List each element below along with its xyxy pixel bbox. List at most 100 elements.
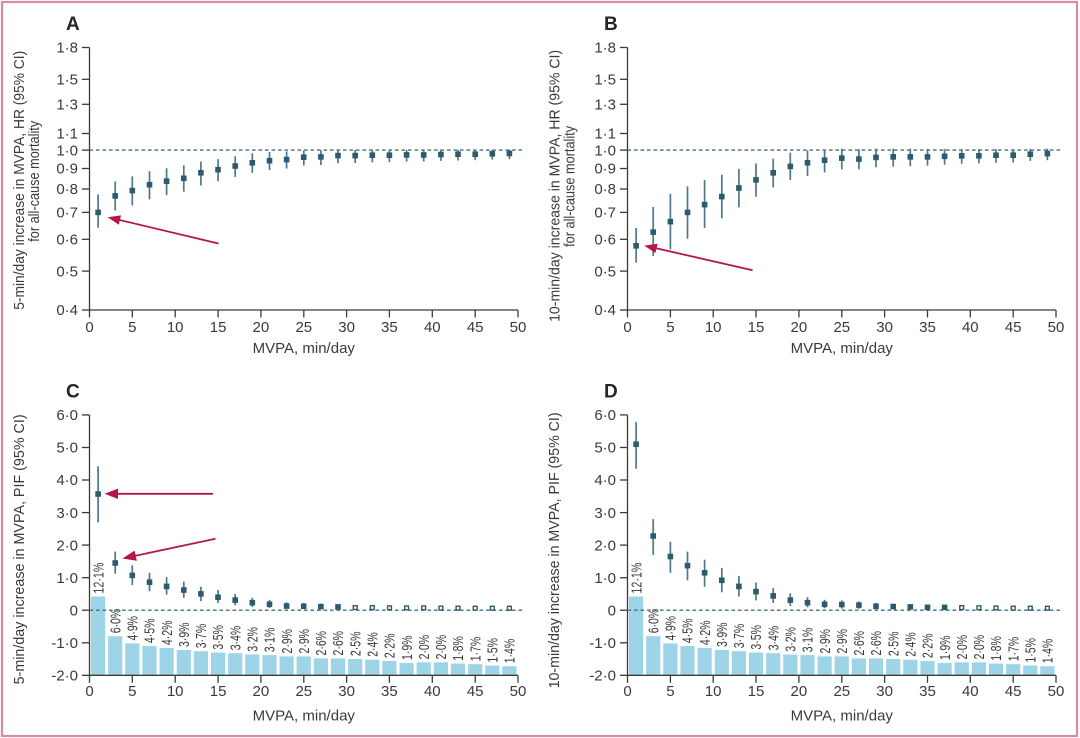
svg-text:0: 0 <box>85 683 93 700</box>
svg-text:25: 25 <box>833 319 850 336</box>
svg-text:1·7%: 1·7% <box>468 637 484 662</box>
svg-text:40: 40 <box>424 319 441 336</box>
svg-text:0·8: 0·8 <box>56 181 78 198</box>
svg-text:for all-cause mortality: for all-cause mortality <box>562 125 578 247</box>
svg-text:MVPA, min/day: MVPA, min/day <box>253 340 356 357</box>
svg-text:2·6%: 2·6% <box>869 631 885 656</box>
svg-text:3·1%: 3·1% <box>801 628 817 653</box>
svg-text:1·4%: 1·4% <box>503 639 519 664</box>
svg-text:20: 20 <box>791 683 808 700</box>
svg-text:0·8: 0·8 <box>594 181 616 198</box>
svg-text:1·8: 1·8 <box>594 40 616 57</box>
svg-text:1·9%: 1·9% <box>400 635 416 660</box>
svg-text:0: 0 <box>85 319 93 336</box>
svg-text:0·5: 0·5 <box>56 263 78 280</box>
svg-text:1·3: 1·3 <box>594 97 616 114</box>
svg-text:1·0: 1·0 <box>594 142 616 159</box>
svg-text:20: 20 <box>253 683 270 700</box>
svg-text:10: 10 <box>167 683 184 700</box>
svg-text:1·9%: 1·9% <box>938 635 954 660</box>
svg-text:0: 0 <box>70 602 78 619</box>
svg-text:1·5: 1·5 <box>594 72 616 89</box>
svg-text:1·0: 1·0 <box>56 142 78 159</box>
svg-text:15: 15 <box>748 319 765 336</box>
svg-text:3·9%: 3·9% <box>177 622 193 647</box>
svg-text:45: 45 <box>467 683 484 700</box>
svg-text:1·5%: 1·5% <box>486 638 502 663</box>
svg-text:0·5: 0·5 <box>594 263 616 280</box>
svg-text:5-min/day increase in MVPA, HR: 5-min/day increase in MVPA, HR (95% CI) <box>12 51 28 310</box>
svg-text:12·1%: 12·1% <box>91 563 107 594</box>
svg-text:4·2%: 4·2% <box>160 621 176 646</box>
svg-text:0·6: 0·6 <box>594 232 616 249</box>
svg-text:0·7: 0·7 <box>56 205 78 222</box>
svg-text:4·0: 4·0 <box>56 472 78 489</box>
svg-text:45: 45 <box>1005 683 1022 700</box>
svg-text:C: C <box>66 381 80 402</box>
svg-text:1·0: 1·0 <box>56 570 78 587</box>
svg-text:35: 35 <box>919 319 936 336</box>
svg-text:4·9%: 4·9% <box>126 616 142 641</box>
svg-text:25: 25 <box>295 319 312 336</box>
svg-text:35: 35 <box>381 683 398 700</box>
svg-text:30: 30 <box>876 319 893 336</box>
svg-text:5: 5 <box>666 319 674 336</box>
svg-text:2·0%: 2·0% <box>434 635 450 660</box>
svg-text:MVPA, min/day: MVPA, min/day <box>791 340 894 357</box>
svg-text:25: 25 <box>295 683 312 700</box>
svg-text:1·5%: 1·5% <box>1024 638 1040 663</box>
svg-text:3·7%: 3·7% <box>194 624 210 649</box>
svg-text:3·0: 3·0 <box>594 505 616 522</box>
svg-text:3·7%: 3·7% <box>732 624 748 649</box>
svg-text:0·9: 0·9 <box>56 161 78 178</box>
svg-text:1·4%: 1·4% <box>1041 639 1057 664</box>
svg-text:4·5%: 4·5% <box>681 619 697 644</box>
svg-text:2·9%: 2·9% <box>835 629 851 654</box>
svg-text:0: 0 <box>623 683 631 700</box>
svg-text:2·5%: 2·5% <box>348 632 364 657</box>
svg-text:3·2%: 3·2% <box>246 627 262 652</box>
svg-text:MVPA, min/day: MVPA, min/day <box>253 707 356 724</box>
svg-text:30: 30 <box>338 683 355 700</box>
svg-text:15: 15 <box>748 683 765 700</box>
svg-text:5: 5 <box>666 683 674 700</box>
svg-text:35: 35 <box>381 319 398 336</box>
svg-text:10: 10 <box>705 319 722 336</box>
svg-text:3·5%: 3·5% <box>211 625 227 650</box>
svg-text:50: 50 <box>1048 683 1065 700</box>
svg-text:0·4: 0·4 <box>594 302 616 319</box>
svg-text:2·9%: 2·9% <box>297 629 313 654</box>
svg-text:1·0: 1·0 <box>594 570 616 587</box>
svg-text:2·0%: 2·0% <box>955 635 971 660</box>
svg-text:1·8: 1·8 <box>56 40 78 57</box>
svg-text:5: 5 <box>128 319 136 336</box>
svg-text:0: 0 <box>623 319 631 336</box>
svg-text:40: 40 <box>962 683 979 700</box>
svg-text:12·1%: 12·1% <box>629 563 645 594</box>
svg-text:2·0%: 2·0% <box>417 635 433 660</box>
svg-text:20: 20 <box>791 319 808 336</box>
svg-text:5-min/day increase in MVPA, PI: 5-min/day increase in MVPA, PIF (95% CI) <box>12 414 28 684</box>
svg-text:2·6%: 2·6% <box>314 631 330 656</box>
svg-text:15: 15 <box>210 683 227 700</box>
svg-text:-2·0: -2·0 <box>589 668 616 685</box>
svg-text:30: 30 <box>876 683 893 700</box>
svg-text:50: 50 <box>510 319 527 336</box>
svg-text:4·5%: 4·5% <box>143 619 159 644</box>
svg-text:4·0: 4·0 <box>594 472 616 489</box>
svg-text:10-min/day increase in MVPA, H: 10-min/day increase in MVPA, HR (95% CI) <box>547 50 563 322</box>
svg-text:4·2%: 4·2% <box>698 621 714 646</box>
svg-text:3·4%: 3·4% <box>766 626 782 651</box>
svg-text:2·2%: 2·2% <box>921 634 937 659</box>
svg-text:-1·0: -1·0 <box>589 635 616 652</box>
svg-text:-2·0: -2·0 <box>51 668 78 685</box>
svg-text:MVPA, min/day: MVPA, min/day <box>791 707 894 724</box>
svg-text:50: 50 <box>1048 319 1065 336</box>
svg-text:2·9%: 2·9% <box>818 629 834 654</box>
svg-text:10-min/day increase in MVPA, P: 10-min/day increase in MVPA, PIF (95% CI… <box>547 412 563 688</box>
svg-text:2·9%: 2·9% <box>280 629 296 654</box>
svg-text:40: 40 <box>424 683 441 700</box>
svg-text:2·5%: 2·5% <box>886 632 902 657</box>
svg-text:45: 45 <box>1005 319 1022 336</box>
svg-text:4·9%: 4·9% <box>664 616 680 641</box>
